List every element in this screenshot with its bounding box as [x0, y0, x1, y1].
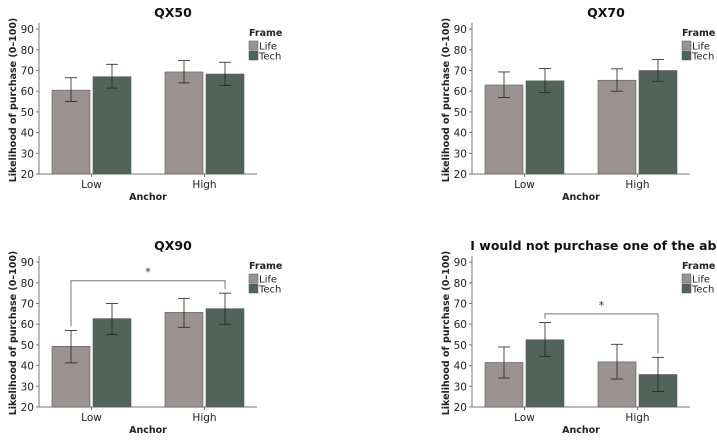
legend-swatch-tech	[248, 283, 259, 294]
legend-swatch-tech	[681, 50, 692, 61]
bar-high-life	[164, 71, 204, 175]
legend-label-tech: Tech	[691, 285, 714, 296]
legend-label-life: Life	[692, 42, 710, 53]
bar-high-life	[164, 312, 204, 408]
y-tick-label: 50	[454, 107, 467, 119]
y-tick-label: 70	[454, 299, 467, 311]
y-tick-label: 50	[21, 107, 34, 119]
x-axis-label: Anchor	[562, 192, 600, 203]
y-tick-label: 70	[21, 66, 34, 78]
legend-label-life: Life	[692, 275, 710, 286]
legend-swatch-life	[248, 273, 259, 284]
bar-high-life	[597, 79, 637, 175]
x-tick-label-low: Low	[514, 179, 535, 191]
y-tick-label: 30	[454, 381, 467, 393]
legend-label-life: Life	[259, 275, 277, 286]
x-axis-label: Anchor	[129, 425, 167, 436]
x-tick-label-high: High	[625, 412, 649, 424]
x-tick-label-low: Low	[514, 412, 535, 424]
y-tick-label: 30	[21, 148, 34, 160]
y-tick-label: 20	[21, 402, 34, 414]
y-axis-label: Likelihood of purchase (0–100)	[8, 18, 19, 183]
x-tick-label-low: Low	[81, 179, 102, 191]
y-tick-label: 60	[21, 319, 34, 331]
bar-low-life	[51, 89, 91, 175]
y-axis-label: Likelihood of purchase (0–100)	[441, 251, 452, 416]
y-tick-label: 50	[21, 340, 34, 352]
bar-high-tech	[205, 73, 245, 175]
legend-label-life: Life	[259, 42, 277, 53]
y-tick-label: 70	[21, 299, 34, 311]
y-tick-label: 80	[21, 45, 34, 57]
y-tick-label: 80	[21, 278, 34, 290]
significance-marker: *	[145, 267, 150, 279]
y-tick-label: 30	[21, 381, 34, 393]
y-tick-label: 60	[454, 319, 467, 331]
legend-swatch-life	[248, 40, 259, 51]
x-tick-label-high: High	[192, 179, 216, 191]
y-tick-label: 60	[454, 86, 467, 98]
y-tick-label: 40	[454, 361, 467, 373]
y-tick-label: 60	[21, 86, 34, 98]
y-tick-label: 50	[454, 340, 467, 352]
legend-swatch-life	[681, 40, 692, 51]
y-tick-label: 20	[454, 402, 467, 414]
y-tick-label: 20	[454, 169, 467, 181]
y-tick-label: 80	[454, 45, 467, 57]
y-tick-label: 90	[21, 257, 34, 269]
y-tick-label: 70	[454, 66, 467, 78]
legend-swatch-tech	[248, 50, 259, 61]
bar-low-life	[484, 84, 524, 175]
bar-high-tech	[205, 308, 245, 408]
legend-title: Frame	[682, 28, 715, 39]
legend-title: Frame	[682, 261, 715, 272]
legend-label-tech: Tech	[258, 285, 281, 296]
y-axis-label: Likelihood of purchase (0–100)	[441, 18, 452, 183]
significance-marker: *	[599, 300, 604, 312]
x-tick-label-high: High	[192, 412, 216, 424]
legend-swatch-tech	[681, 283, 692, 294]
y-axis-label: Likelihood of purchase (0–100)	[8, 251, 19, 416]
y-tick-label: 30	[454, 148, 467, 160]
chart-title: QX70	[587, 5, 625, 20]
chart-title: I would not purchase one of the above	[470, 238, 717, 253]
y-tick-label: 90	[454, 257, 467, 269]
legend-title: Frame	[249, 261, 282, 272]
bar-high-tech	[638, 70, 678, 175]
x-tick-label-low: Low	[81, 412, 102, 424]
y-tick-label: 90	[21, 24, 34, 36]
x-tick-label-high: High	[625, 179, 649, 191]
significance-bracket	[544, 313, 659, 354]
y-tick-label: 40	[21, 361, 34, 373]
y-tick-label: 90	[454, 24, 467, 36]
x-axis-label: Anchor	[129, 192, 167, 203]
y-tick-label: 40	[454, 128, 467, 140]
y-tick-label: 40	[21, 128, 34, 140]
bar-low-tech	[92, 76, 132, 175]
chart-panel-3: I would not purchase one of the above 20 3…	[441, 238, 717, 436]
bar-low-tech	[525, 80, 565, 175]
legend-swatch-life	[681, 273, 692, 284]
x-axis-label: Anchor	[562, 425, 600, 436]
chart-title: QX90	[154, 238, 192, 253]
legend-title: Frame	[249, 28, 282, 39]
y-tick-label: 20	[21, 169, 34, 181]
significance-bracket	[70, 280, 226, 327]
legend-label-tech: Tech	[258, 52, 281, 63]
legend-label-tech: Tech	[691, 52, 714, 63]
y-tick-label: 80	[454, 278, 467, 290]
chart-title: QX50	[154, 5, 192, 20]
